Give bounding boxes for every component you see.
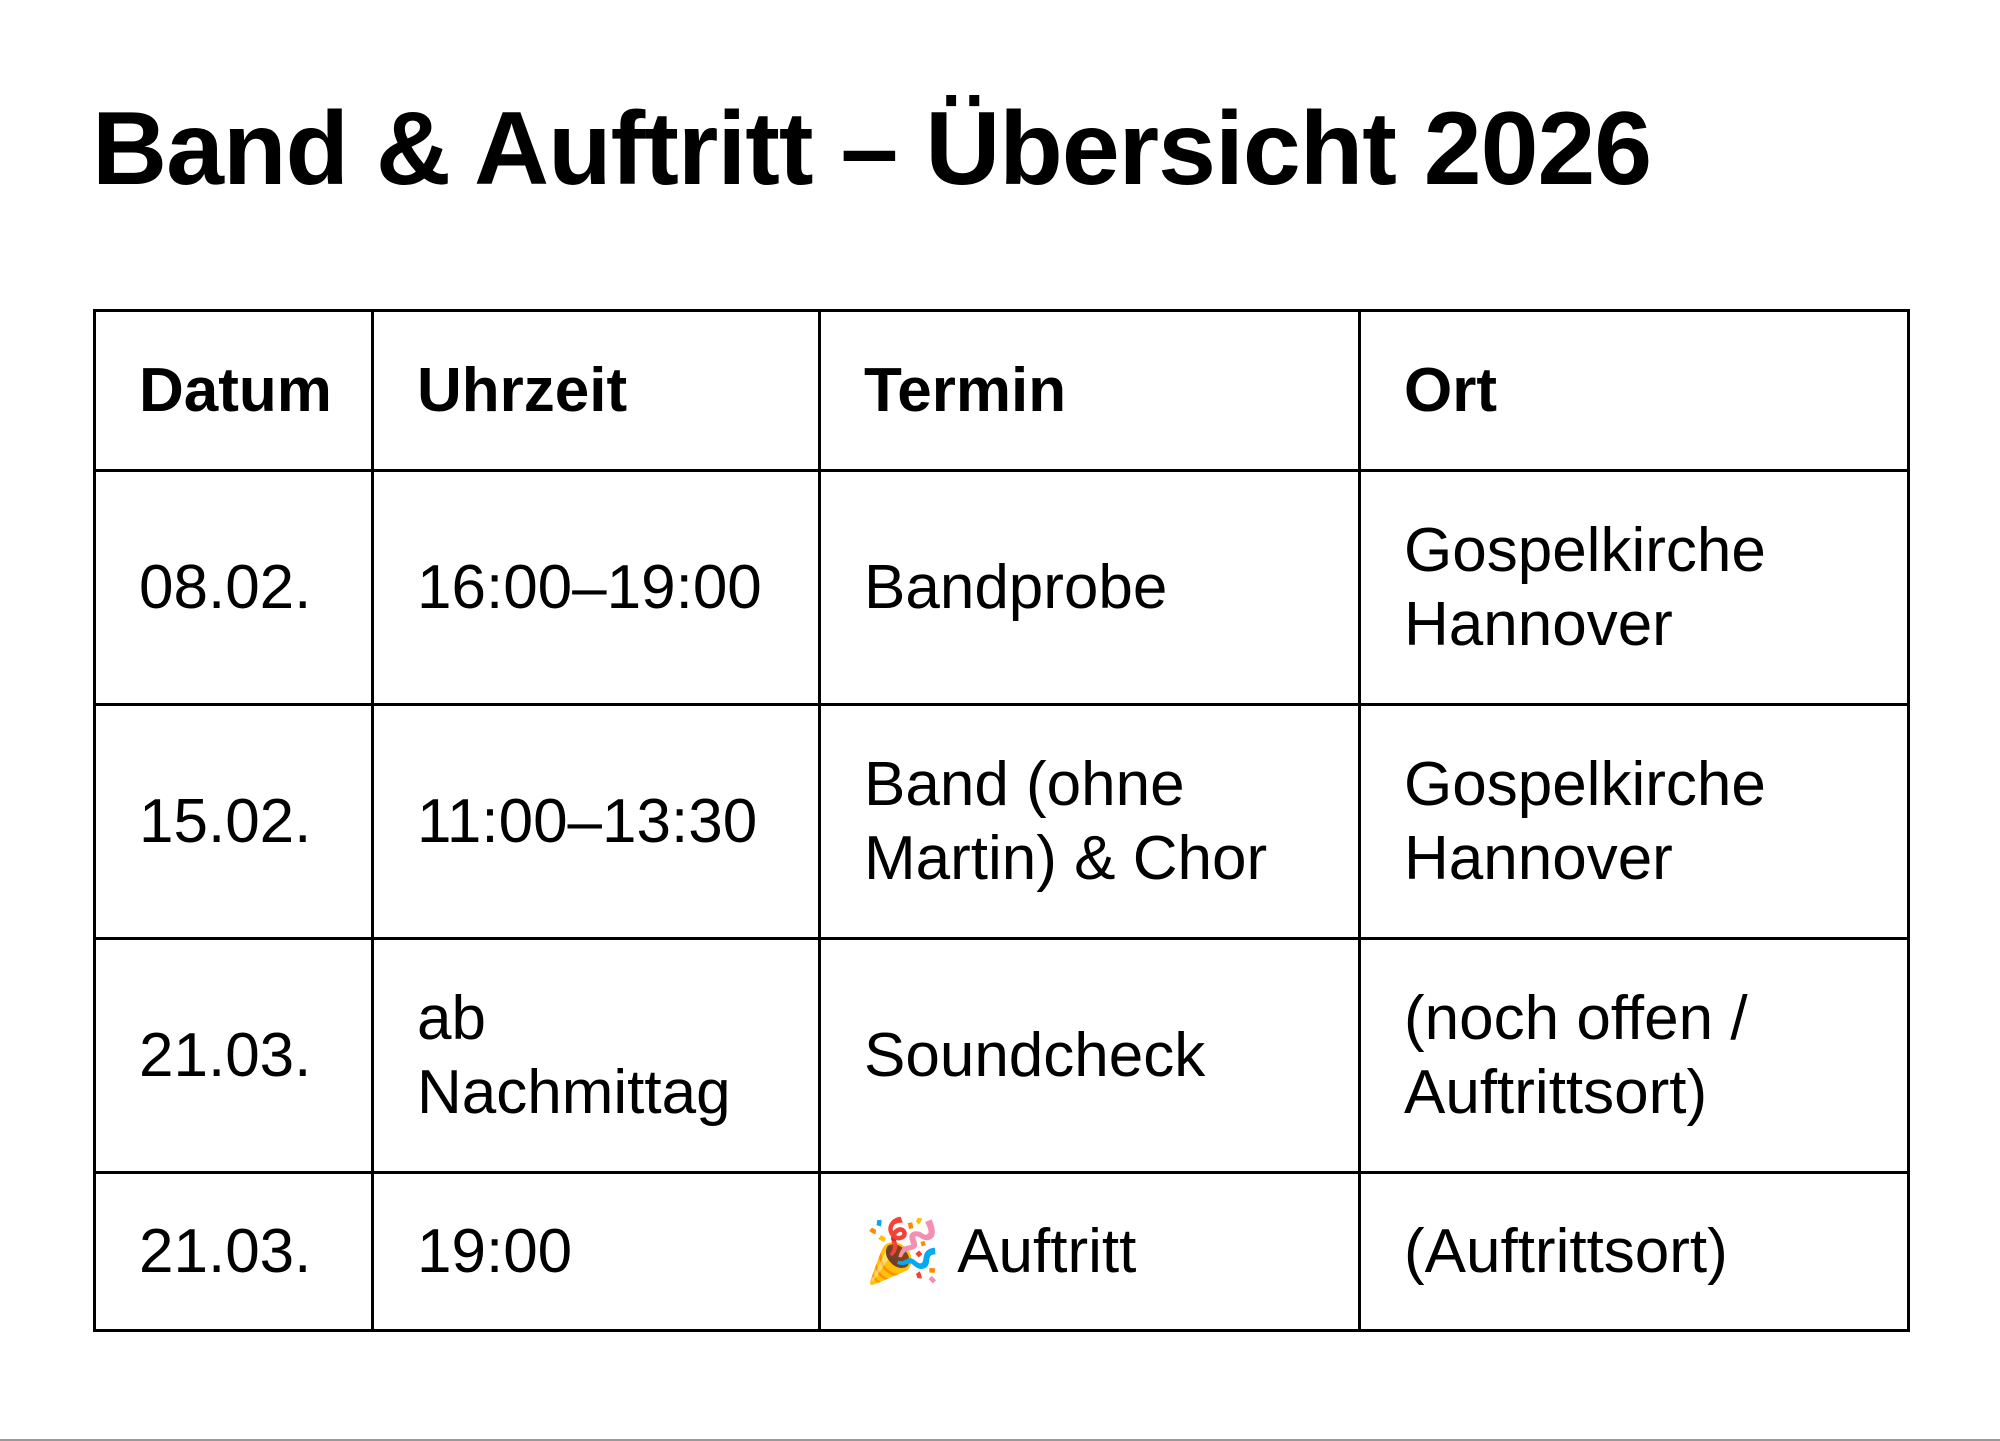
cell-termin: Bandprobe bbox=[818, 469, 1361, 706]
cell-termin: 🎉 Auftritt bbox=[818, 1171, 1361, 1332]
table-row: 15.02. 11:00–13:30 Band (ohne Martin) & … bbox=[93, 703, 1910, 940]
cell-ort: Gospelkirche Hannover bbox=[1358, 469, 1910, 706]
table-row: 21.03. ab Nachmittag Soundcheck (noch of… bbox=[93, 937, 1910, 1174]
party-popper-icon: 🎉 bbox=[864, 1214, 942, 1287]
cell-ort: Gospelkirche Hannover bbox=[1358, 703, 1910, 940]
cell-uhrzeit: 19:00 bbox=[371, 1171, 821, 1332]
cell-uhrzeit: 11:00–13:30 bbox=[371, 703, 821, 940]
header-uhrzeit: Uhrzeit bbox=[371, 309, 821, 472]
cell-datum: 21.03. bbox=[93, 937, 374, 1174]
bottom-divider bbox=[0, 1439, 2000, 1441]
cell-uhrzeit: ab Nachmittag bbox=[371, 937, 821, 1174]
table-row: 08.02. 16:00–19:00 Bandprobe Gospelkirch… bbox=[93, 469, 1910, 706]
cell-datum: 15.02. bbox=[93, 703, 374, 940]
cell-datum: 08.02. bbox=[93, 469, 374, 706]
header-datum: Datum bbox=[93, 309, 374, 472]
header-ort: Ort bbox=[1358, 309, 1910, 472]
cell-ort: (noch offen / Auftrittsort) bbox=[1358, 937, 1910, 1174]
schedule-table: Datum Uhrzeit Termin Ort 08.02. 16:00–19… bbox=[93, 309, 1910, 1332]
cell-datum: 21.03. bbox=[93, 1171, 374, 1332]
table-row: 21.03. 19:00 🎉 Auftritt (Auftrittsort) bbox=[93, 1171, 1910, 1332]
page-title: Band & Auftritt – Übersicht 2026 bbox=[92, 91, 1652, 207]
termin-text: Auftritt bbox=[957, 1217, 1137, 1286]
table-header-row: Datum Uhrzeit Termin Ort bbox=[93, 309, 1910, 472]
cell-termin: Soundcheck bbox=[818, 937, 1361, 1174]
cell-uhrzeit: 16:00–19:00 bbox=[371, 469, 821, 706]
cell-ort: (Auftrittsort) bbox=[1358, 1171, 1910, 1332]
header-termin: Termin bbox=[818, 309, 1361, 472]
cell-termin: Band (ohne Martin) & Chor bbox=[818, 703, 1361, 940]
